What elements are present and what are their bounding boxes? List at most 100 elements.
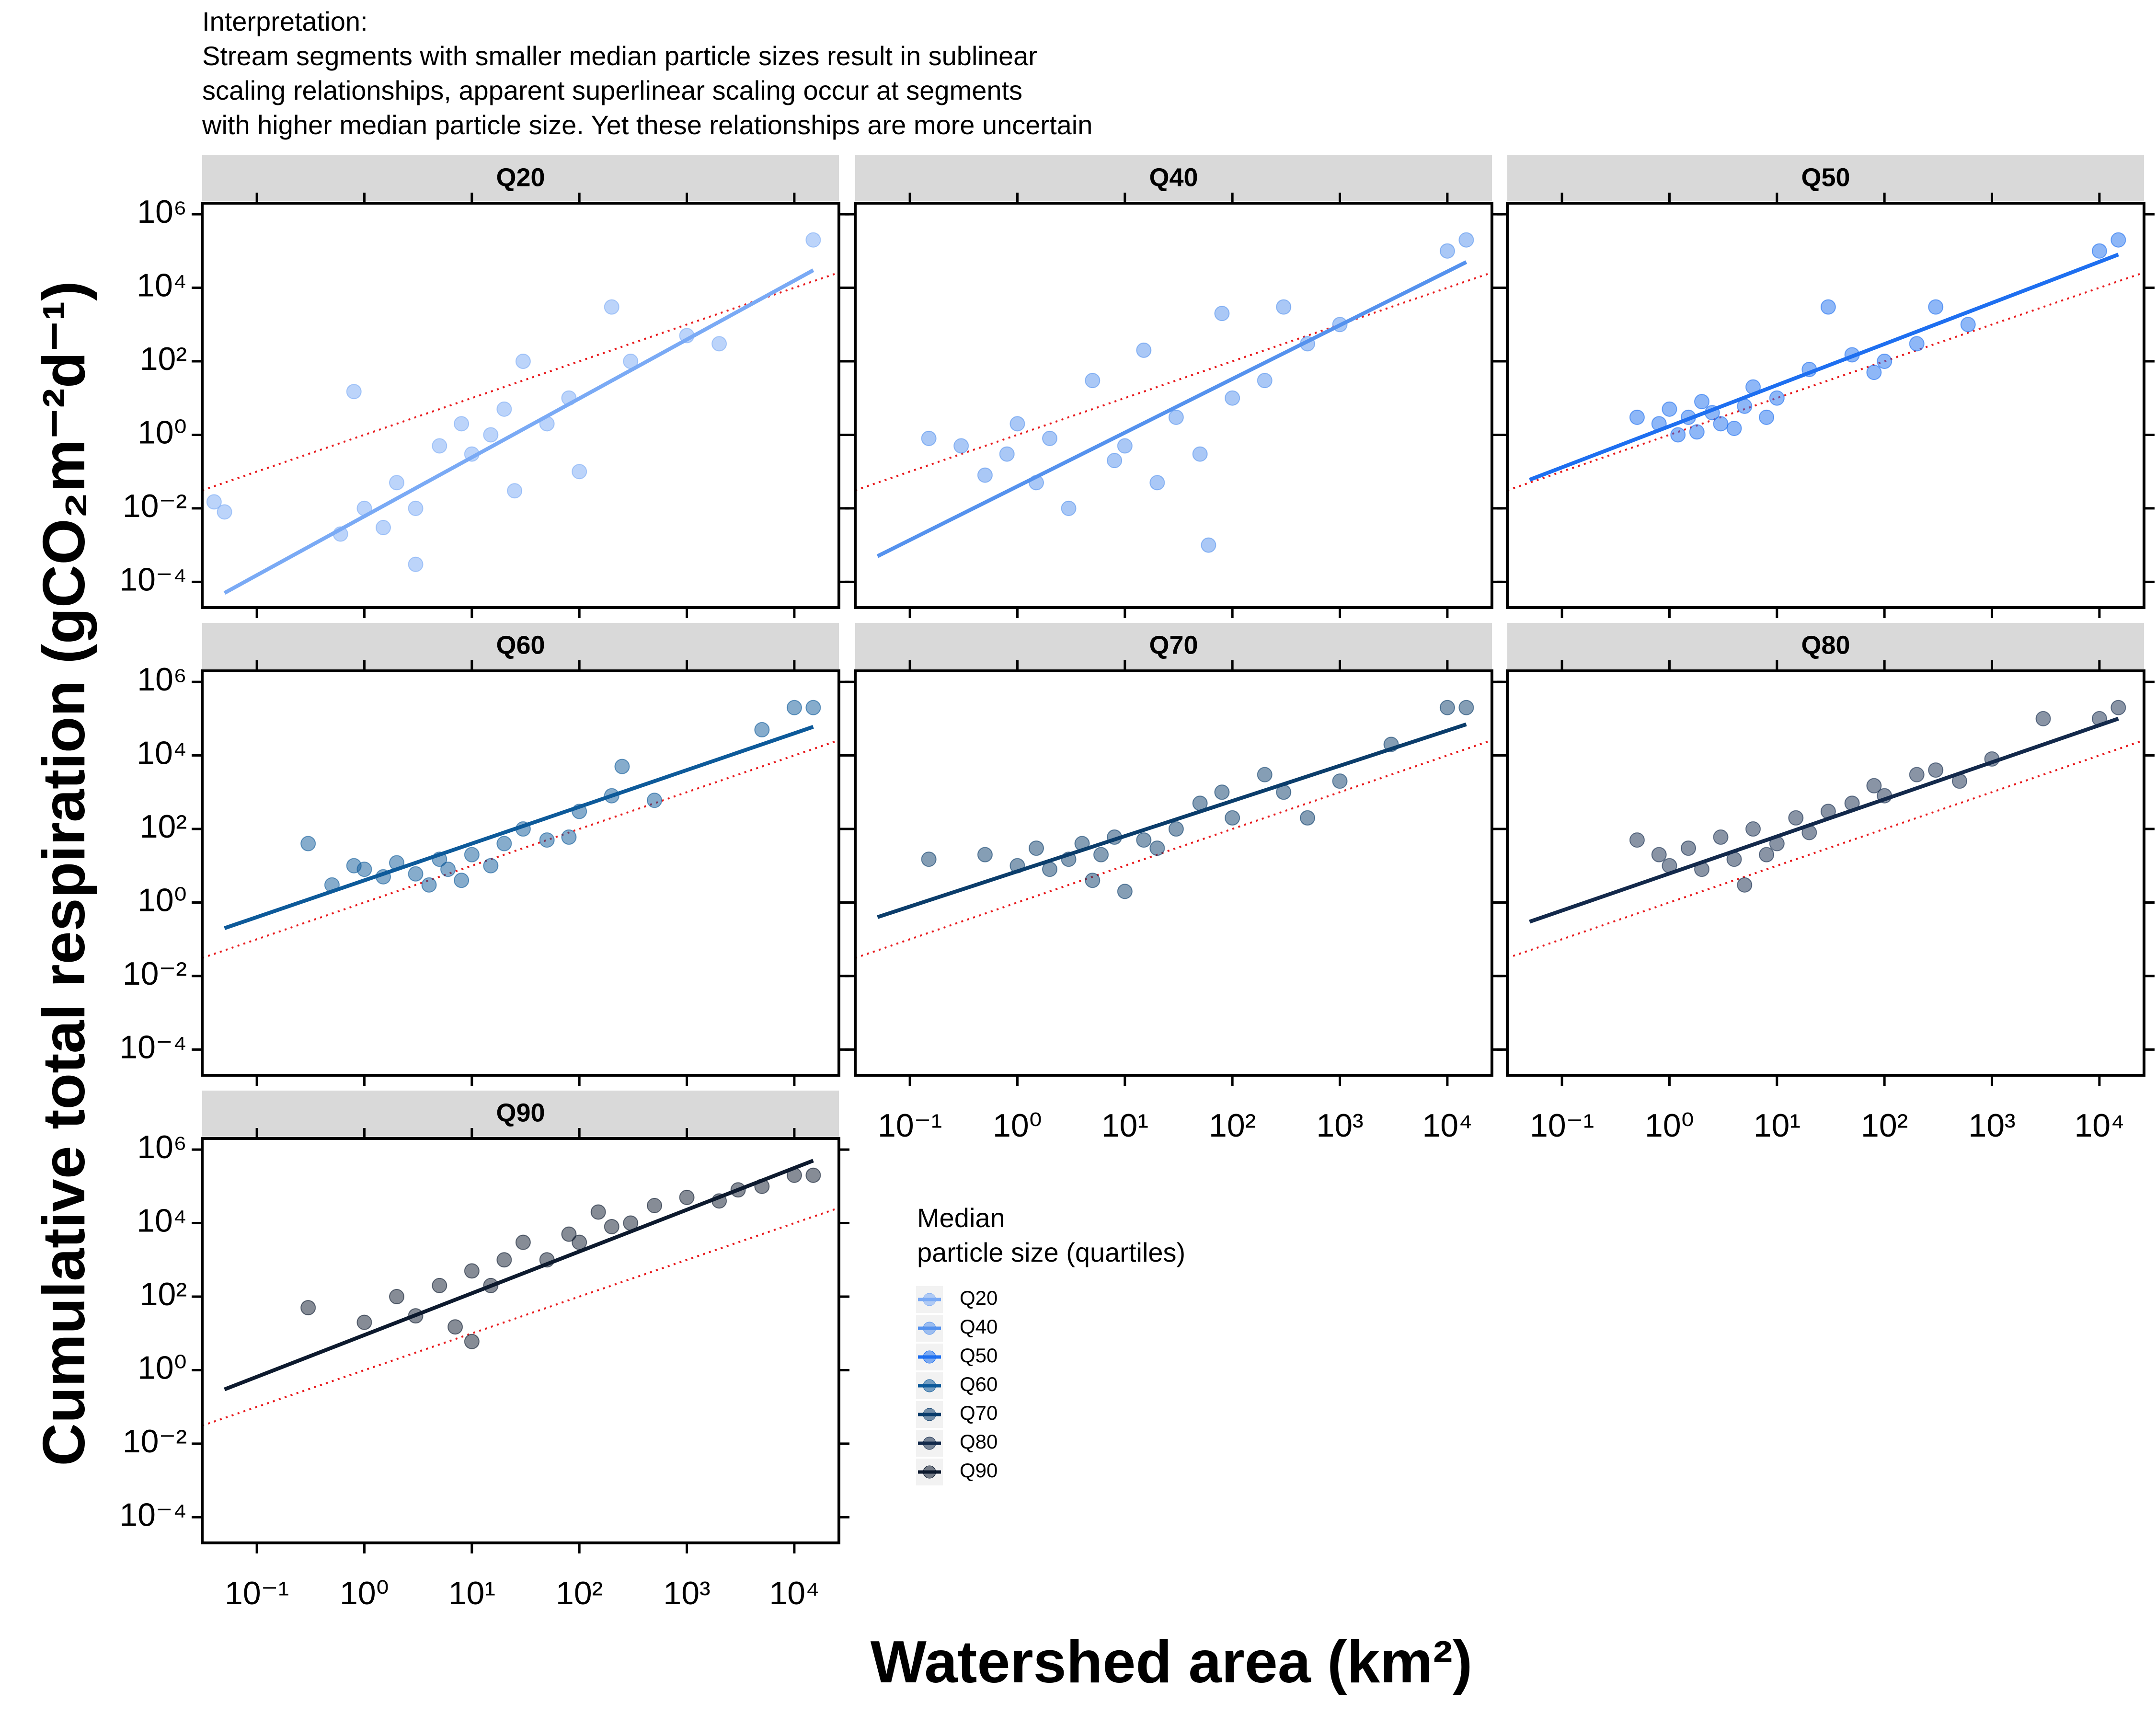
legend-key-point [923,1379,936,1392]
data-point [561,1226,577,1242]
facet-panel: Q50 [1497,155,2155,618]
fit-line [224,725,814,930]
data-point [1257,767,1273,782]
data-point [1866,778,1882,794]
plot-border [1506,202,2145,609]
y-tick-label: 10⁰ [138,1349,187,1386]
y-tick-label: 10² [140,341,187,377]
legend-key-point [923,1293,936,1306]
data-point [572,1234,587,1250]
reference-line [855,739,1492,959]
plot-area [855,232,1492,558]
x-tick-label: 10⁻¹ [225,1575,289,1611]
data-point [679,1189,695,1205]
data-point [953,438,969,454]
data-point [464,1334,480,1349]
data-point [1276,299,1292,315]
data-point [2091,243,2107,259]
data-point [496,401,512,417]
plot-border [854,669,1493,1077]
legend-label: Q90 [960,1459,998,1482]
facet-title: Q60 [496,631,545,659]
data-point [572,464,587,480]
data-point [1820,299,1836,315]
data-point [356,1314,372,1330]
data-point [1168,409,1184,425]
data-point [389,475,405,491]
annotation-line: Stream segments with smaller median part… [202,41,1037,71]
data-point [1670,427,1686,443]
data-point [1694,394,1710,410]
facet-panel: Q70 10⁻¹ 10⁰ 10¹ 10² 10³ 10⁴ [845,623,1502,1144]
facet-strip [202,1091,839,1137]
data-point [1458,232,1474,248]
fit-line [1529,717,2119,924]
facet-title: Q80 [1801,631,1850,659]
data-point [604,1219,619,1234]
facet-panel: Q80 10⁻¹ 10⁰ 10¹ 10² 10³ 10⁴ [1497,623,2155,1144]
facet-title: Q90 [496,1098,545,1127]
x-tick-label: 10⁻¹ [878,1107,942,1144]
data-point [999,446,1015,462]
data-point [647,1197,663,1213]
data-point [454,873,470,888]
facet-title: Q20 [496,163,545,192]
legend-label: Q70 [960,1402,998,1424]
legend-key-point [923,1350,936,1364]
data-point [977,467,993,483]
plot-area [1507,700,2144,959]
data-point [432,438,447,454]
data-point [1085,373,1101,389]
plot-area [855,700,1492,959]
data-point [408,556,424,572]
data-point [421,877,437,893]
data-point [805,232,821,248]
annotation-line: with higher median particle size. Yet th… [202,110,1092,140]
data-point [1651,847,1667,862]
data-point [1201,537,1216,553]
data-point [1028,840,1044,856]
data-point [1680,840,1696,856]
data-point [1149,475,1165,491]
data-point [1877,354,1892,369]
y-tick-label: 10⁶ [137,1129,187,1165]
data-point [1759,847,1775,862]
facet-strip [1507,155,2144,201]
x-tick-label: 10² [1209,1107,1256,1144]
data-point [1117,884,1133,899]
data-point [440,862,456,877]
data-point [1629,832,1645,848]
facet-title: Q50 [1801,163,1850,192]
x-tick-label: 10¹ [1754,1107,1800,1144]
data-point [375,520,391,536]
data-point [1769,390,1785,406]
data-point [1168,821,1184,837]
y-tick-label: 10⁶ [137,194,187,230]
data-point [217,504,232,520]
facet-title: Q70 [1149,631,1198,659]
data-point [805,1167,821,1183]
data-point [1225,390,1240,406]
x-tick-label: 10⁰ [993,1107,1042,1144]
x-tick-label: 10⁰ [1645,1107,1694,1144]
y-tick-label: 10⁻² [123,488,187,524]
y-tick-label: 10² [140,808,187,845]
data-point [786,700,802,715]
data-point [1928,299,1944,315]
data-point [1042,430,1058,446]
data-point [1713,829,1729,845]
legend-label: Q50 [960,1344,998,1367]
data-point [432,1277,447,1293]
y-tick-label: 10⁻² [123,955,187,992]
data-point [1332,773,1348,789]
data-point [1909,336,1925,352]
y-tick-label: 10⁶ [137,661,187,698]
data-point [496,836,512,851]
y-axis-title: Cumulative total respiration (gCO₂m⁻²d⁻¹… [31,281,97,1466]
plot-border [201,202,840,609]
legend-key-point [923,1437,936,1450]
plot-border [201,669,840,1077]
facet-strip [202,623,839,669]
data-point [539,832,555,848]
data-point [1300,810,1316,826]
